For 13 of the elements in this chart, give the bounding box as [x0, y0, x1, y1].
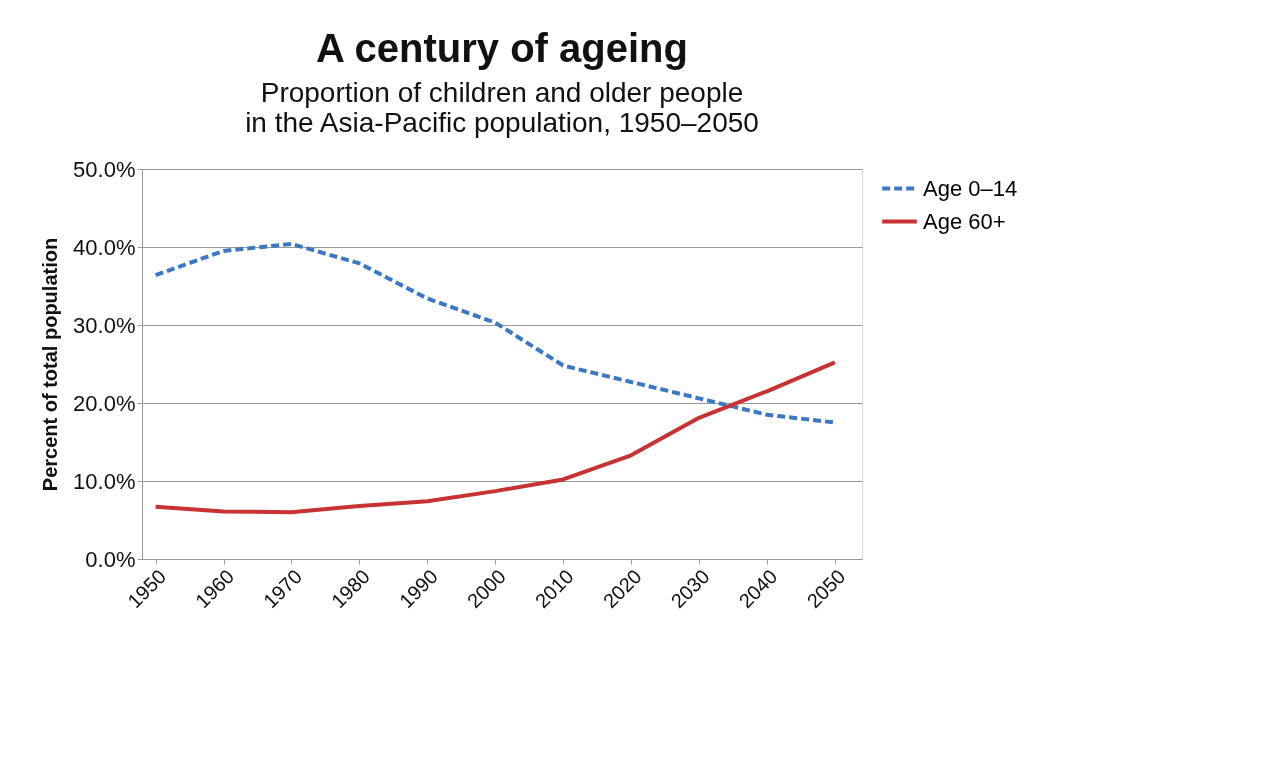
chart-title: A century of ageing: [316, 26, 688, 70]
y-tick-label: 40.0%: [73, 234, 136, 260]
y-tick-label: 10.0%: [73, 468, 136, 494]
line-series: [153, 360, 837, 515]
legend-label: Age 0–14: [923, 175, 1018, 201]
y-tick-label: 0.0%: [85, 546, 136, 572]
text: in the Asia-Pacific population, 1950–2050: [245, 107, 759, 138]
y-tick-label: 30.0%: [73, 312, 136, 338]
text: Proportion of children and older people: [260, 77, 744, 108]
legend-label: Age 60+: [923, 208, 1006, 234]
y-tick-label: 20.0%: [73, 390, 136, 416]
y-tick-label: 50.0%: [73, 156, 136, 182]
y-axis-title: Percent of total population: [39, 237, 62, 492]
